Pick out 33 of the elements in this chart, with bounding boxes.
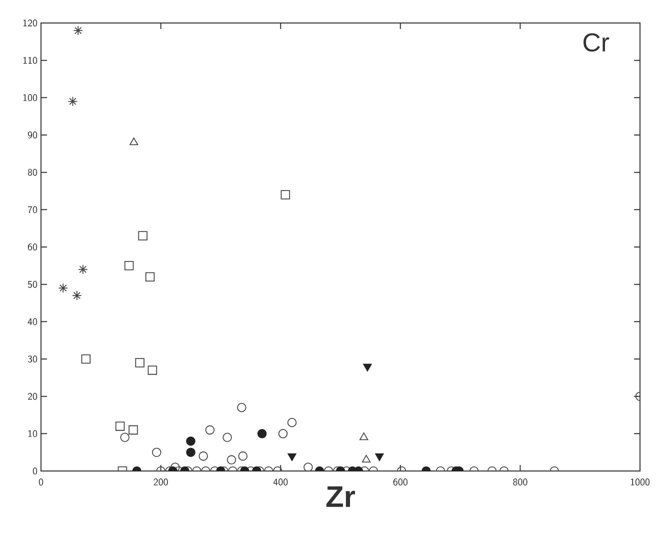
point (72, 290, 82, 300)
point (148, 366, 158, 375)
y-tick-label: 40 (28, 318, 38, 326)
point (78, 264, 88, 274)
y-tick-label: 0 (32, 468, 38, 474)
y-axis-title: Cr (584, 33, 610, 52)
x-tick-label: 0 (38, 478, 44, 486)
point (145, 272, 155, 282)
point (138, 231, 148, 240)
y-tick-label: 100 (23, 94, 38, 102)
point (124, 261, 134, 270)
y-tick-label: 50 (28, 280, 38, 288)
point (280, 190, 290, 200)
point (362, 454, 371, 462)
y-tick-label: 90 (28, 132, 38, 138)
y-tick-label: 120 (23, 19, 38, 26)
y-tick-label: 80 (28, 168, 38, 176)
point (135, 358, 144, 368)
x-tick-label: 200 (154, 478, 168, 486)
x-axis-title: Zr (326, 486, 356, 507)
point (81, 354, 91, 364)
x-tick-label: 400 (273, 478, 288, 486)
y-tick-label: 10 (28, 430, 38, 438)
x-tick-label: 800 (513, 478, 528, 486)
point (360, 432, 368, 440)
x-tick-label: 1000 (630, 478, 650, 486)
x-tick-label: 600 (393, 478, 408, 486)
y-tick-label: 60 (28, 244, 38, 250)
y-tick-label: 20 (28, 392, 38, 400)
y-tick-label: 70 (28, 206, 38, 214)
y-tick-label: 110 (23, 56, 38, 64)
y-tick-label: 30 (28, 356, 38, 362)
point (58, 283, 68, 293)
